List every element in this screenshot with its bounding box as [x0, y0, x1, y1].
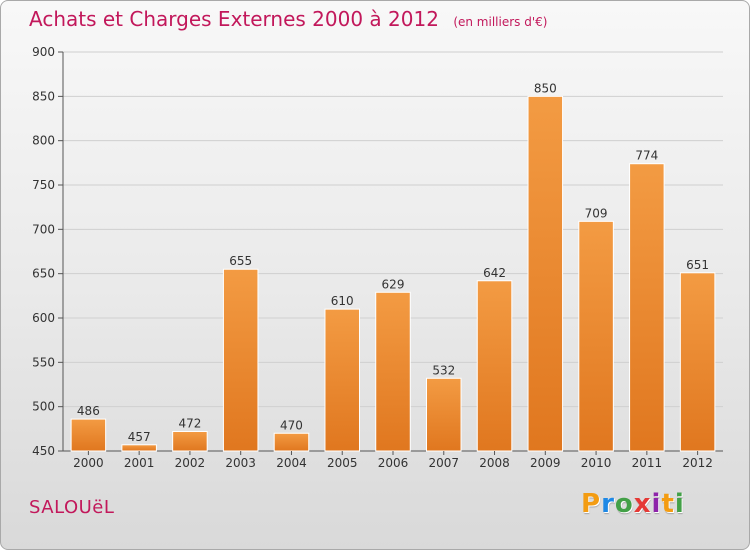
data-label-2002: 472: [178, 416, 201, 430]
x-tick-label-2005: 2005: [327, 456, 358, 470]
y-tick-label-700: 700: [32, 222, 55, 236]
logo-letter: o: [614, 489, 634, 519]
proxiti-logo: Proxiti: [581, 489, 685, 519]
bar-2004: [273, 432, 310, 452]
bars: [70, 95, 716, 452]
x-tick-label-2006: 2006: [378, 456, 409, 470]
x-tick-label-2000: 2000: [73, 456, 104, 470]
x-tick-label-2009: 2009: [530, 456, 561, 470]
x-tick-label-2002: 2002: [175, 456, 206, 470]
x-tick-labels: 2000 2001 2002 2003 2004 2005 2006 2007 2008 2009…: [73, 451, 713, 470]
data-label-2008: 642: [483, 266, 506, 280]
data-label-2007: 532: [432, 363, 455, 377]
y-tick-labels: 450 500 550 600 650 700 750 800 850 900: [32, 45, 55, 458]
bar-2011: [629, 163, 665, 452]
x-tick-label-2004: 2004: [276, 456, 307, 470]
logo-letter: i: [674, 489, 685, 519]
bar-2002: [172, 430, 208, 452]
bar-2001: [121, 444, 157, 452]
data-label-2000: 486: [77, 404, 100, 418]
y-tick-label-750: 750: [32, 178, 55, 192]
commune-name: SALOUëL: [29, 497, 115, 518]
y-tick-label-900: 900: [32, 45, 55, 59]
bar-2008: [476, 280, 513, 452]
x-tick-label-2010: 2010: [581, 456, 612, 470]
data-label-2001: 457: [128, 430, 151, 444]
y-tick-label-800: 800: [32, 134, 55, 148]
bar-2010: [578, 220, 614, 452]
x-tick-label-2008: 2008: [479, 456, 510, 470]
data-label-2003: 655: [229, 254, 252, 268]
x-tick-label-2011: 2011: [632, 456, 663, 470]
logo-letter: t: [661, 489, 675, 519]
logo-letter: x: [633, 489, 652, 519]
data-labels: 486 457 472 655 470 610 629 532 642 850 709 774 651: [77, 81, 709, 443]
data-label-2005: 610: [331, 294, 354, 308]
y-tick-label-500: 500: [32, 400, 55, 414]
chart-title-text: Achats et Charges Externes 2000 à 2012: [29, 7, 439, 31]
data-label-2009: 850: [534, 81, 557, 95]
y-tick-label-450: 450: [32, 444, 55, 458]
y-tick-label-550: 550: [32, 355, 55, 369]
bar-2005: [324, 308, 360, 452]
logo-letter: r: [601, 489, 615, 519]
bar-2006: [375, 291, 411, 452]
logo-letter: i: [651, 489, 662, 519]
bar-2007: [426, 377, 462, 452]
data-label-2012: 651: [686, 258, 709, 272]
y-tick-label-600: 600: [32, 311, 55, 325]
bar-2000: [70, 418, 107, 452]
x-tick-label-2001: 2001: [124, 456, 155, 470]
bar-2012: [679, 272, 716, 452]
data-label-2011: 774: [635, 149, 658, 163]
x-tick-label-2007: 2007: [428, 456, 459, 470]
chart-title: Achats et Charges Externes 2000 à 2012 (…: [29, 7, 547, 31]
data-label-2010: 709: [585, 206, 608, 220]
x-tick-label-2003: 2003: [225, 456, 256, 470]
bar-2003: [222, 268, 259, 452]
x-tick-label-2012: 2012: [682, 456, 713, 470]
bar-2009: [527, 95, 564, 452]
y-tick-label-650: 650: [32, 267, 55, 281]
data-label-2006: 629: [382, 277, 405, 291]
data-label-2004: 470: [280, 418, 303, 432]
logo-letter: P: [581, 489, 602, 519]
chart-subtitle: (en milliers d'€): [453, 15, 548, 29]
y-tick-label-850: 850: [32, 89, 55, 103]
